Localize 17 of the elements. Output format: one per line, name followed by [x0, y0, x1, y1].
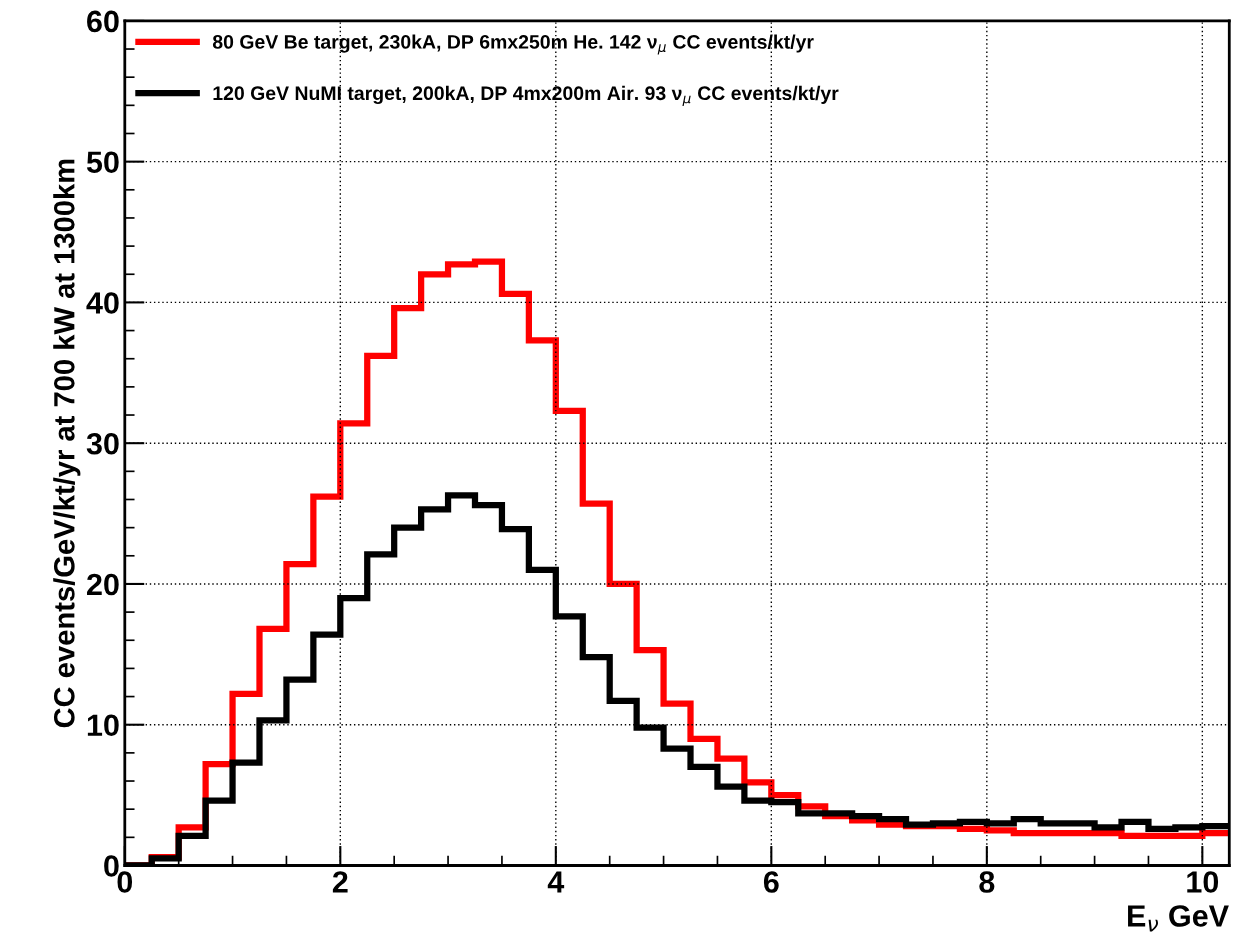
x-tick-label: 0 [117, 871, 133, 893]
x-tick-label: 4 [547, 871, 565, 893]
x-tick-label: 10 [1187, 871, 1219, 893]
y-tick-label: 20 [87, 573, 119, 596]
y-tick-label: 60 [87, 10, 119, 33]
y-tick-label: 10 [87, 714, 119, 737]
y-tick-label: 50 [86, 151, 119, 174]
legend-label: 120 GeV NuMI target, 200kA, DP 4mx200m Air. 93 ν$_{μ}$ CC events/kt/yr [213, 85, 839, 106]
x-tick-label: 6 [763, 871, 779, 893]
x-tick-label: 8 [979, 871, 995, 893]
y-tick-label: 0 [104, 855, 119, 877]
x-tick-label: 2 [332, 871, 348, 893]
y-tick-label: 40 [86, 292, 119, 314]
legend-label: 80 GeV Be target, 230kA, DP 6mx250m He. 142 ν$_{μ}$ CC events/kt/yr [212, 34, 814, 55]
y-axis-title: CC events/GeV/kt/yr at 700 kW at 1300km [53, 159, 81, 728]
x-axis-title: E$_{ν}$ GeV [1128, 905, 1229, 932]
y-tick-label: 30 [86, 432, 119, 455]
